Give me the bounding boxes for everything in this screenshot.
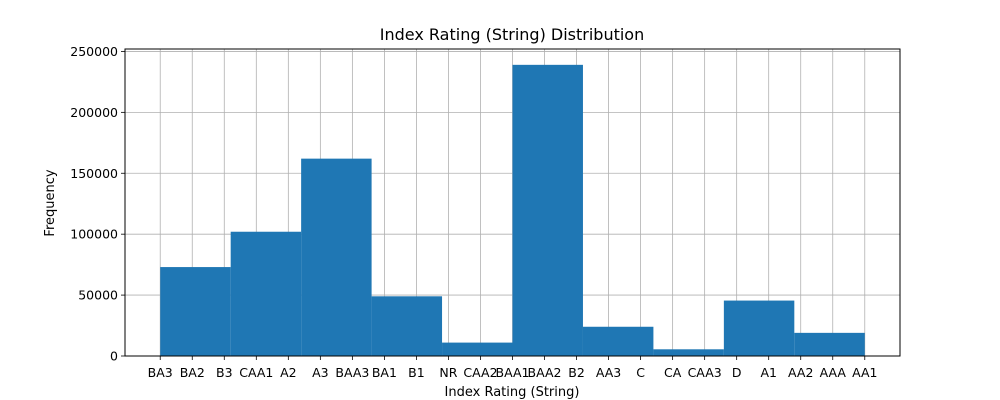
histogram-bar: [371, 296, 443, 356]
histogram-bar: [794, 332, 865, 356]
y-tick-label: 150000: [70, 166, 118, 181]
x-tick-label: B3: [216, 365, 233, 380]
x-tick-label: AAA: [820, 365, 847, 380]
y-tick-label: 200000: [70, 105, 118, 120]
histogram-bar: [301, 158, 372, 356]
bars: [160, 64, 865, 356]
x-tick-label: AA1: [852, 365, 877, 380]
x-tick-label: CAA2: [463, 365, 497, 380]
histogram-bar: [653, 349, 724, 356]
x-tick-label: B2: [568, 365, 585, 380]
y-tick-label: 0: [110, 349, 118, 364]
x-tick-label: BAA2: [528, 365, 562, 380]
x-tick-label: B1: [408, 365, 425, 380]
x-tick-label: AA3: [596, 365, 621, 380]
histogram-bar: [230, 231, 302, 356]
histogram-bar: [582, 326, 654, 356]
x-tick-label: A1: [760, 365, 777, 380]
x-tick-label: A2: [280, 365, 297, 380]
y-tick-label: 100000: [70, 227, 118, 242]
y-axis-label: Frequency: [43, 169, 58, 236]
histogram-bar: [442, 342, 513, 356]
x-tick-label: CAA1: [239, 365, 273, 380]
x-tick-label: CAA3: [688, 365, 722, 380]
histogram-bar: [723, 300, 795, 356]
histogram-bar: [160, 267, 231, 356]
chart-title: Index Rating (String) Distribution: [380, 25, 644, 44]
x-tick-label: BA3: [148, 365, 173, 380]
x-tick-label: AA2: [788, 365, 813, 380]
x-tick-label: BA2: [180, 365, 205, 380]
x-tick-label: A3: [312, 365, 329, 380]
y-tick-label: 50000: [78, 288, 118, 303]
x-tick-label: D: [732, 365, 742, 380]
y-tick-label: 250000: [70, 44, 118, 59]
x-tick-label: BAA1: [496, 365, 530, 380]
x-tick-label: BAA3: [335, 365, 369, 380]
plot-frame: [124, 48, 901, 357]
x-axis-label: Index Rating (String): [445, 385, 580, 400]
x-tick-label: NR: [439, 365, 457, 380]
x-tick-label: C: [636, 365, 645, 380]
histogram-bar: [512, 64, 583, 356]
x-tick-label: BA1: [372, 365, 397, 380]
x-tick-label: CA: [664, 365, 682, 380]
